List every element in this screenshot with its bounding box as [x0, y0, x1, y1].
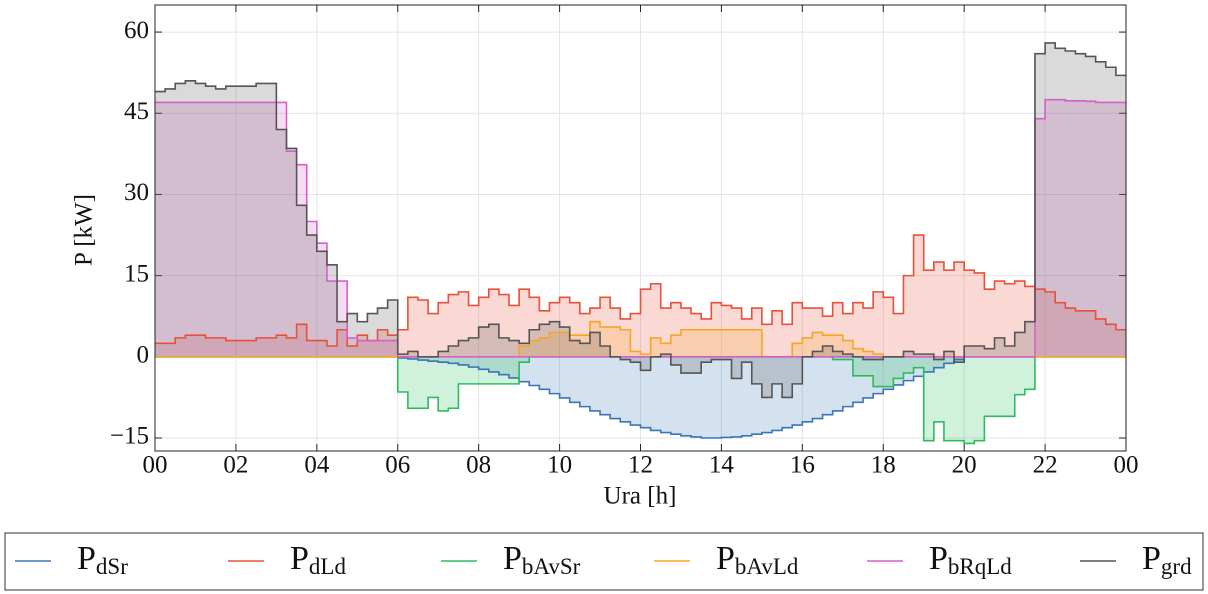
area [155, 356, 1126, 439]
area [155, 99, 1126, 357]
y-tick-label: 45 [124, 98, 149, 125]
y-axis-label: P [kW] [71, 194, 98, 266]
step-line [155, 98, 1126, 358]
y-tick-label: 15 [124, 260, 149, 287]
x-tick-label: 16 [790, 452, 815, 479]
x-tick-label: 08 [466, 452, 491, 479]
plot-frame [154, 4, 1127, 452]
step-line [155, 42, 1126, 399]
y-tick-label: 30 [124, 179, 149, 206]
x-tick-label: 00 [1114, 452, 1139, 479]
x-tick-label: 18 [871, 452, 896, 479]
x-tick-label: 10 [547, 452, 572, 479]
legend-label: Pgrd [1142, 540, 1192, 579]
step-line [155, 356, 1126, 439]
legend-label: PdLd [290, 540, 346, 579]
y-tick-label: −15 [110, 423, 149, 450]
x-tick-label: 06 [385, 452, 410, 479]
x-tick-label: 12 [628, 452, 653, 479]
legend-label: PbRqLd [929, 540, 1012, 579]
x-tick-label: 22 [1033, 452, 1058, 479]
legend-label: PdSr [77, 540, 128, 579]
legend-label: PbAvSr [503, 540, 581, 579]
x-tick-label: 02 [223, 452, 248, 479]
legend-box [4, 532, 1204, 591]
y-tick-label: 60 [124, 17, 149, 44]
x-tick-label: 04 [304, 452, 330, 479]
x-tick-label: 00 [143, 452, 168, 479]
x-tick-label: 20 [952, 452, 977, 479]
x-axis-label: Ura [h] [604, 483, 677, 510]
y-tick-label: 0 [137, 342, 150, 369]
legend-label: PbAvLd [716, 540, 799, 579]
x-tick-label: 14 [709, 452, 735, 479]
